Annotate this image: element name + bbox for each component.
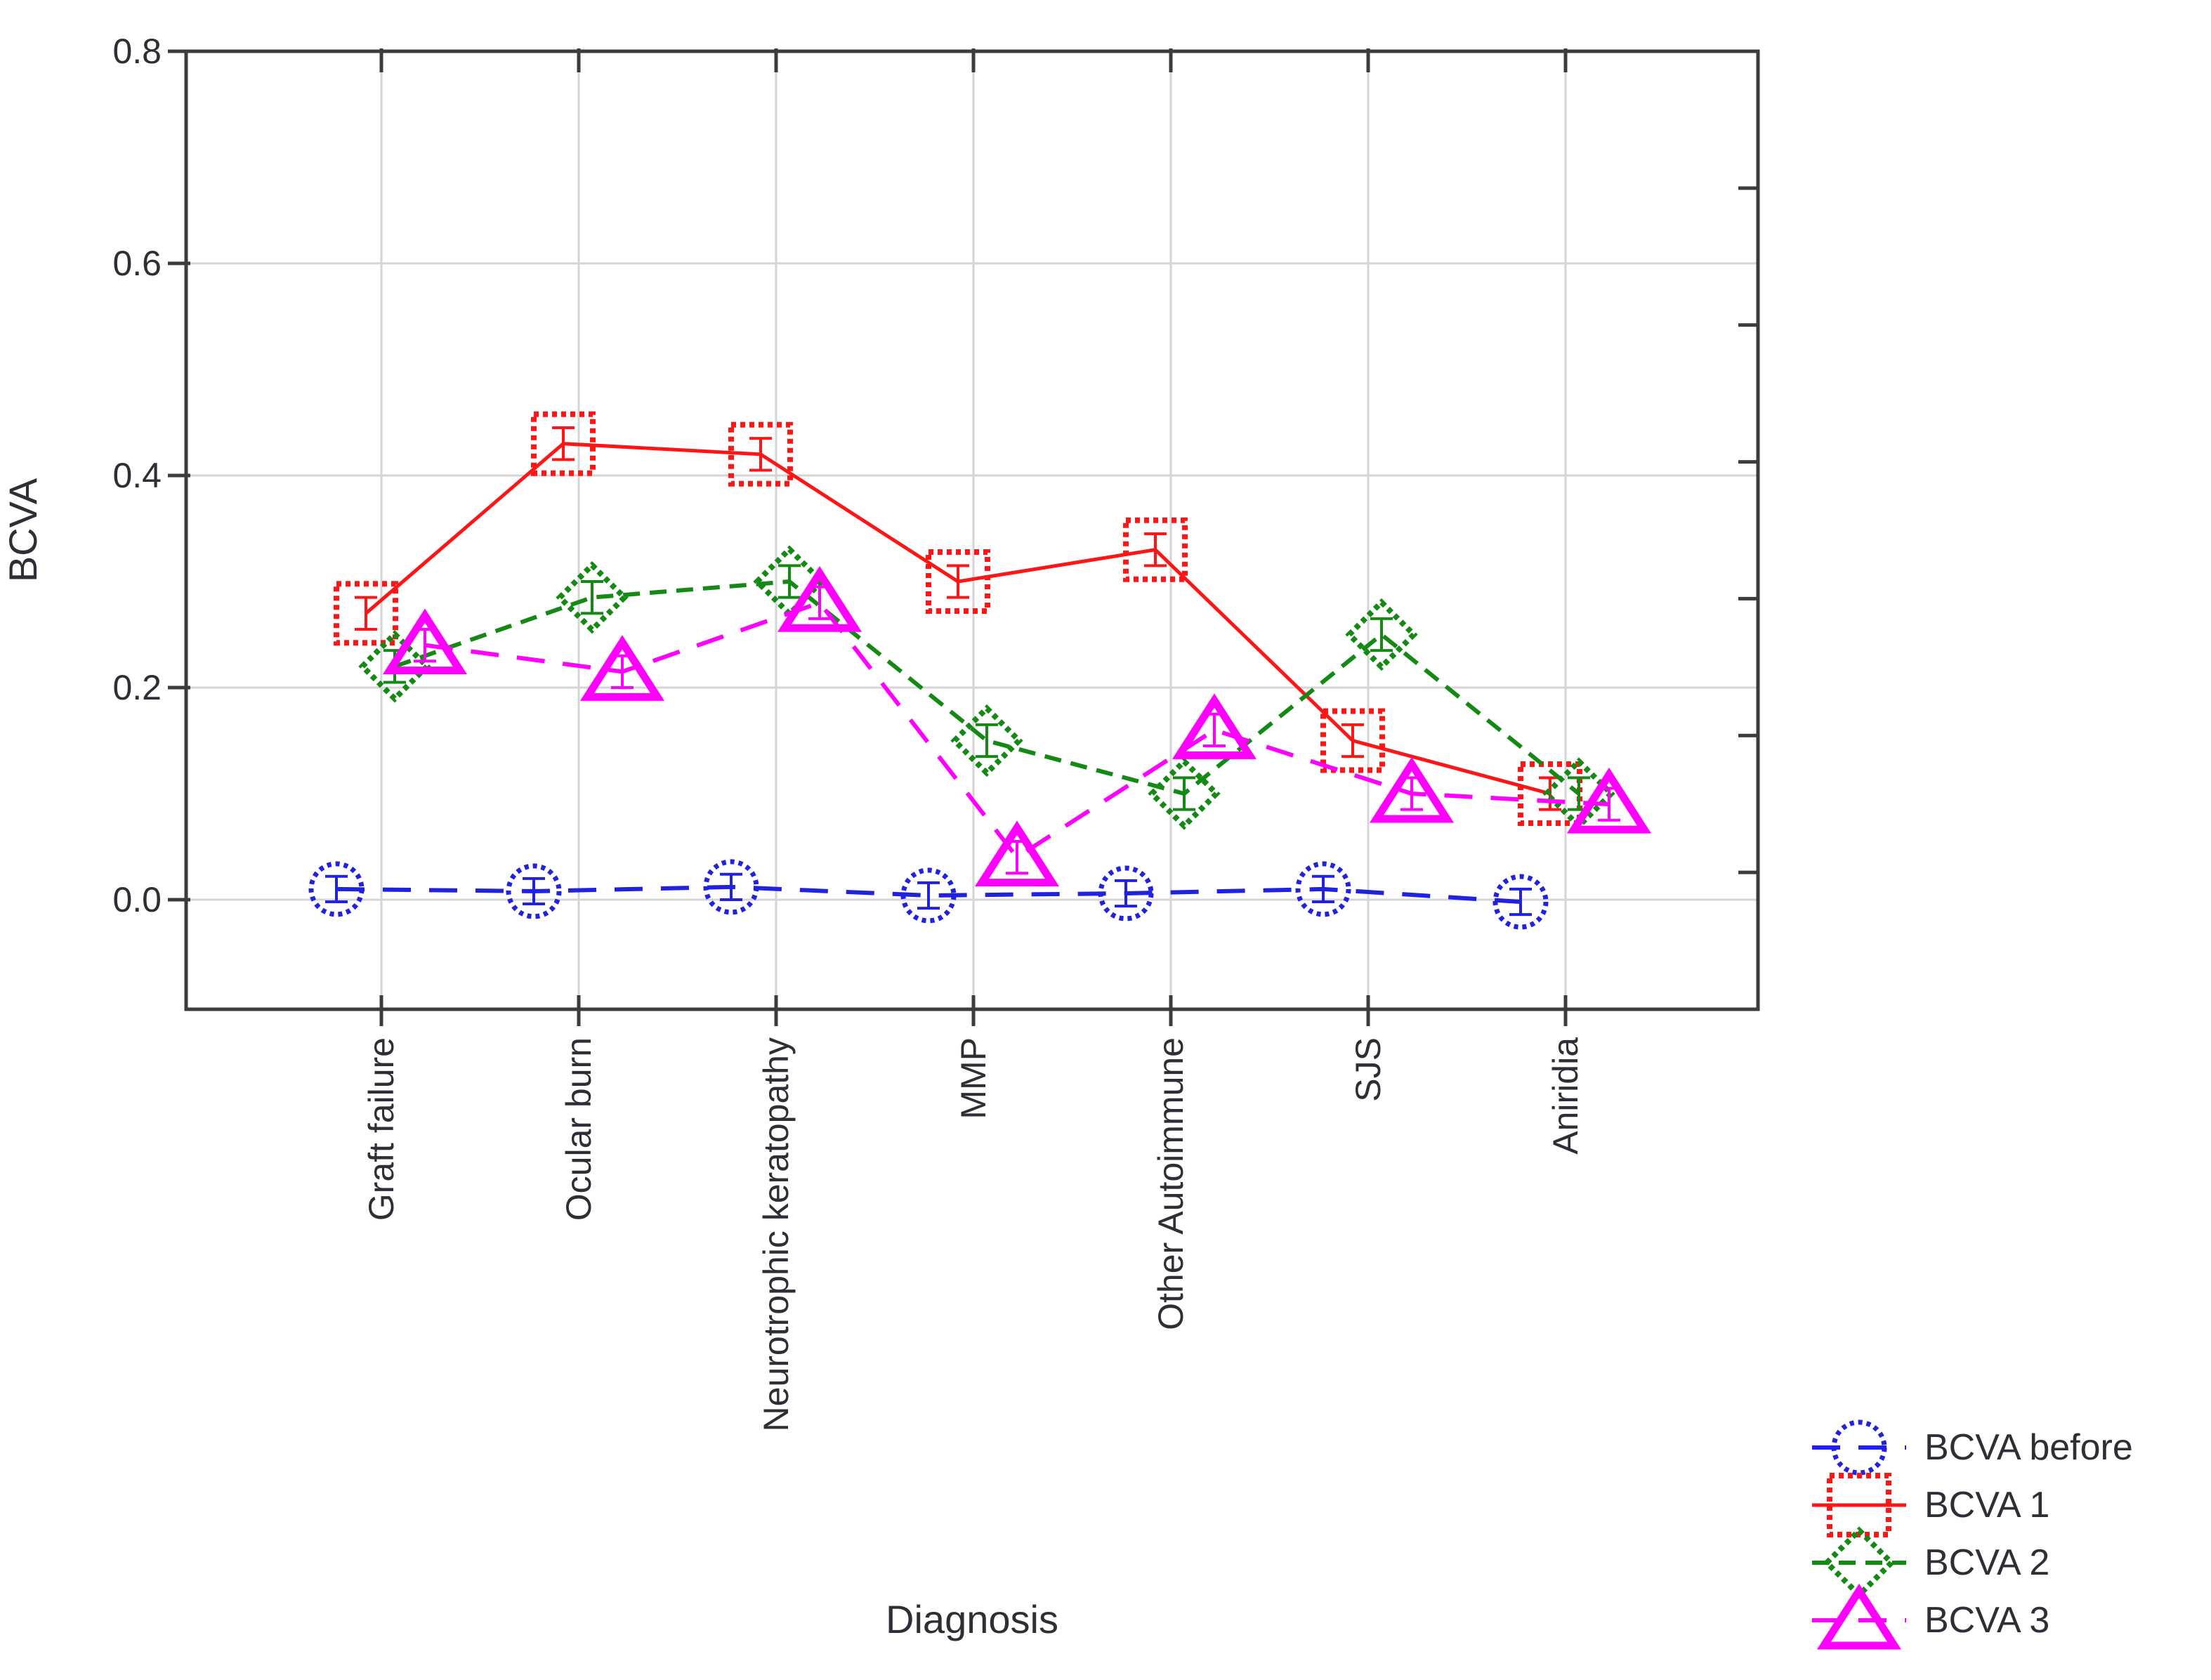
x-tick-label: Aniridia [1546, 1037, 1585, 1155]
x-tick-label: Other Autoimmune [1151, 1037, 1190, 1330]
data-series [308, 411, 1652, 930]
x-axis-title: Diagnosis [886, 1597, 1058, 1641]
y-tick-label: 0.0 [112, 880, 162, 919]
x-tick-label: SJS [1349, 1037, 1388, 1102]
x-tick-label: Ocular burn [559, 1037, 598, 1221]
plot-frame [168, 48, 1760, 1026]
legend-item: BCVA 2 [1812, 1526, 2049, 1599]
x-tick-label: MMP [954, 1037, 993, 1120]
x-tick-label: Graft failure [362, 1037, 401, 1221]
y-axis-title: BCVA [1, 478, 45, 582]
axis-titles: BCVA Diagnosis [1, 478, 1058, 1641]
legend-label: BCVA 3 [1924, 1600, 2049, 1641]
series-bcva-3 [382, 566, 1652, 887]
legend-label: BCVA before [1924, 1427, 2133, 1468]
legend-label: BCVA 1 [1924, 1485, 2049, 1525]
legend: BCVA before BCVA 1 BCVA 2 BCVA 3 [1812, 1419, 2133, 1650]
legend-item: BCVA 3 [1812, 1583, 2049, 1650]
series-bcva-1 [334, 411, 1582, 827]
y-tick-label: 0.4 [112, 456, 162, 495]
y-tick-label: 0.8 [112, 32, 162, 71]
legend-label: BCVA 2 [1924, 1542, 2049, 1583]
series-bcva-before [308, 859, 1549, 930]
tick-labels: 0.0 0.2 0.4 0.6 0.8 Graft failure Ocular burn N… [112, 32, 1585, 1431]
y-tick-label: 0.2 [112, 668, 162, 707]
legend-item: BCVA 1 [1812, 1473, 2049, 1537]
y-tick-label: 0.6 [112, 244, 162, 283]
gridlines [186, 50, 1758, 1009]
x-tick-label: Neurotrophic keratopathy [756, 1037, 796, 1431]
legend-item: BCVA before [1812, 1419, 2133, 1476]
